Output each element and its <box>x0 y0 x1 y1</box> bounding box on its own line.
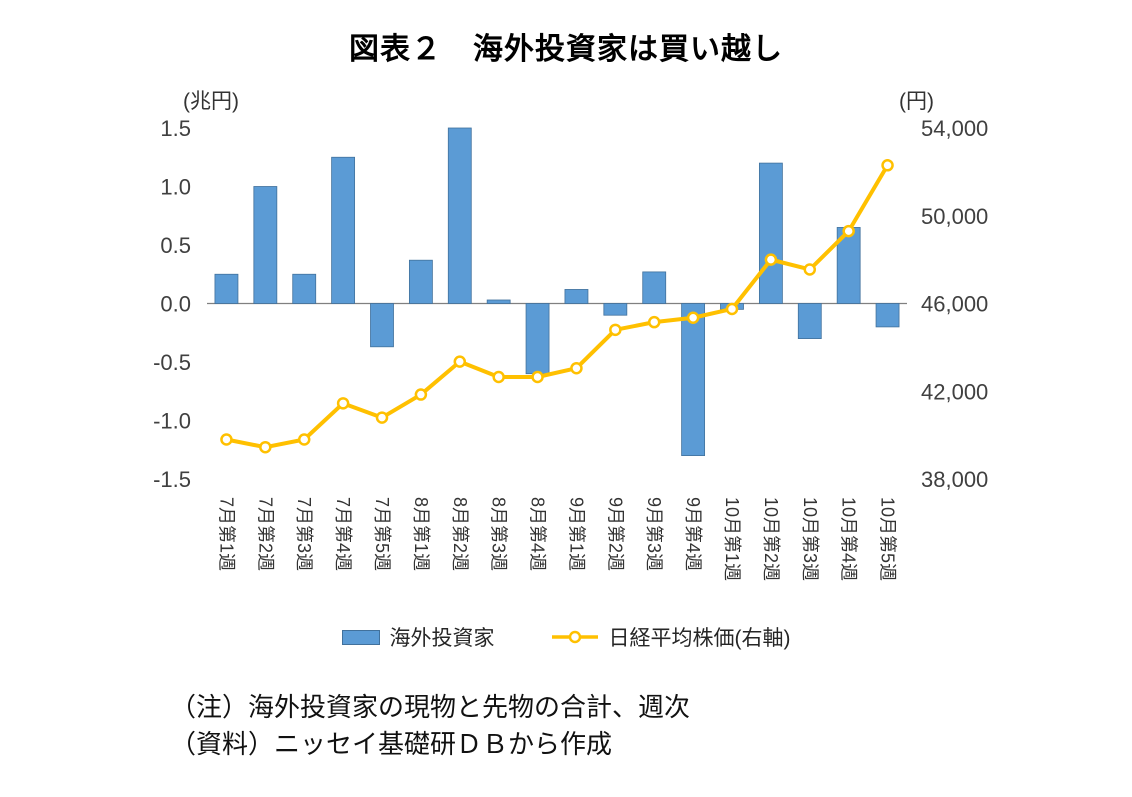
bar <box>875 303 900 328</box>
legend-line-label: 日経平均株価(右軸) <box>608 627 791 650</box>
bar <box>292 273 317 304</box>
bar <box>564 289 589 304</box>
line-marker <box>220 433 233 446</box>
x-axis-label: 10月第4週 <box>839 497 859 581</box>
line-marker <box>492 370 505 384</box>
bar <box>486 299 511 304</box>
bar <box>525 303 550 375</box>
line-marker <box>881 159 894 172</box>
right-axis-tick-label: 38,000 <box>921 467 988 492</box>
line-marker <box>414 388 428 401</box>
line-marker <box>647 315 661 329</box>
note-line-2: （資料）ニッセイ基礎研ＤＢから作成 <box>170 729 613 759</box>
nikkei-line <box>224 163 890 450</box>
line-marker <box>842 224 855 238</box>
left-axis-tick-label: -1.0 <box>153 409 191 434</box>
left-axis-tick-label: 0.0 <box>160 292 191 317</box>
line-marker <box>609 323 622 337</box>
x-axis-label: 8月第2週 <box>450 497 470 571</box>
right-axis-tick-label: 54,000 <box>921 116 988 141</box>
left-axis-tick-label: 0.5 <box>160 233 191 258</box>
x-axis-label: 10月第1週 <box>722 497 742 581</box>
line-marker <box>375 411 389 424</box>
legend-line-marker <box>568 630 581 644</box>
x-axis-label: 8月第1週 <box>411 497 431 571</box>
x-axis-label: 9月第3週 <box>644 497 664 571</box>
x-axis-label: 7月第5週 <box>372 497 392 571</box>
note-line-1: （注）海外投資家の現物と先物の合計、週次 <box>170 693 691 722</box>
bar <box>214 273 239 304</box>
left-axis-tick-label: 1.0 <box>160 175 191 200</box>
line-marker <box>297 433 311 446</box>
line-marker <box>764 253 778 266</box>
bar <box>447 127 472 304</box>
line-marker <box>259 440 272 454</box>
x-axis-label: 9月第1週 <box>566 497 586 571</box>
bar <box>253 186 278 304</box>
bar <box>408 259 433 304</box>
right-axis-tick-label: 46,000 <box>921 292 988 317</box>
bar <box>642 271 667 304</box>
x-axis-label: 10月第5週 <box>878 497 898 581</box>
bar <box>331 156 356 304</box>
right-axis-unit-label: (円) <box>899 90 934 113</box>
x-axis-label: 8月第4週 <box>528 497 548 571</box>
bar <box>370 303 394 348</box>
line-marker <box>531 370 544 384</box>
left-axis-tick-label: 1.5 <box>160 116 191 141</box>
legend-bar-label: 海外投資家 <box>389 627 495 650</box>
x-axis-label: 7月第1週 <box>216 497 236 571</box>
bar <box>797 303 822 339</box>
left-axis-tick-label: -1.5 <box>153 467 191 492</box>
legend-line-swatch-icon <box>551 630 598 644</box>
line-marker <box>570 361 583 375</box>
legend-item-line: 日経平均株価(右軸) <box>551 622 791 652</box>
legend-item-bar: 海外投資家 <box>341 622 495 652</box>
right-axis-tick-label: 50,000 <box>921 204 988 229</box>
legend: 海外投資家 日経平均株価(右軸) <box>0 622 1132 652</box>
x-axis-label: 10月第2週 <box>761 497 781 581</box>
notes: （注）海外投資家の現物と先物の合計、週次 （資料）ニッセイ基礎研ＤＢから作成 <box>170 690 690 764</box>
x-axis-label: 7月第2週 <box>255 497 275 571</box>
x-axis-label: 8月第3週 <box>489 497 509 571</box>
line-marker <box>803 263 817 276</box>
x-axis-label: 9月第4週 <box>683 497 703 571</box>
chart-canvas: (兆円) (円) 1.5 1.0 0.5 0.0 -0.5 -1.0 -1.5 54,000 50,… <box>153 90 988 581</box>
x-axis-label: 7月第4週 <box>333 497 353 571</box>
bar <box>603 303 628 316</box>
line-marker <box>686 311 700 325</box>
line-marker <box>453 355 467 368</box>
chart-title: 図表２ 海外投資家は買い越し <box>349 33 783 66</box>
right-axis-tick-label: 42,000 <box>921 379 988 404</box>
legend-bar-swatch <box>341 629 380 645</box>
bar <box>681 303 706 457</box>
bar <box>758 162 783 304</box>
left-axis-tick-label: -0.5 <box>153 350 191 375</box>
left-axis-unit-label: (兆円) <box>183 90 239 113</box>
x-axis-label: 9月第2週 <box>605 497 625 571</box>
line-marker <box>725 302 739 316</box>
line-marker <box>336 397 350 410</box>
x-axis-label: 10月第3週 <box>800 497 820 581</box>
x-axis-label: 7月第3週 <box>294 497 314 571</box>
